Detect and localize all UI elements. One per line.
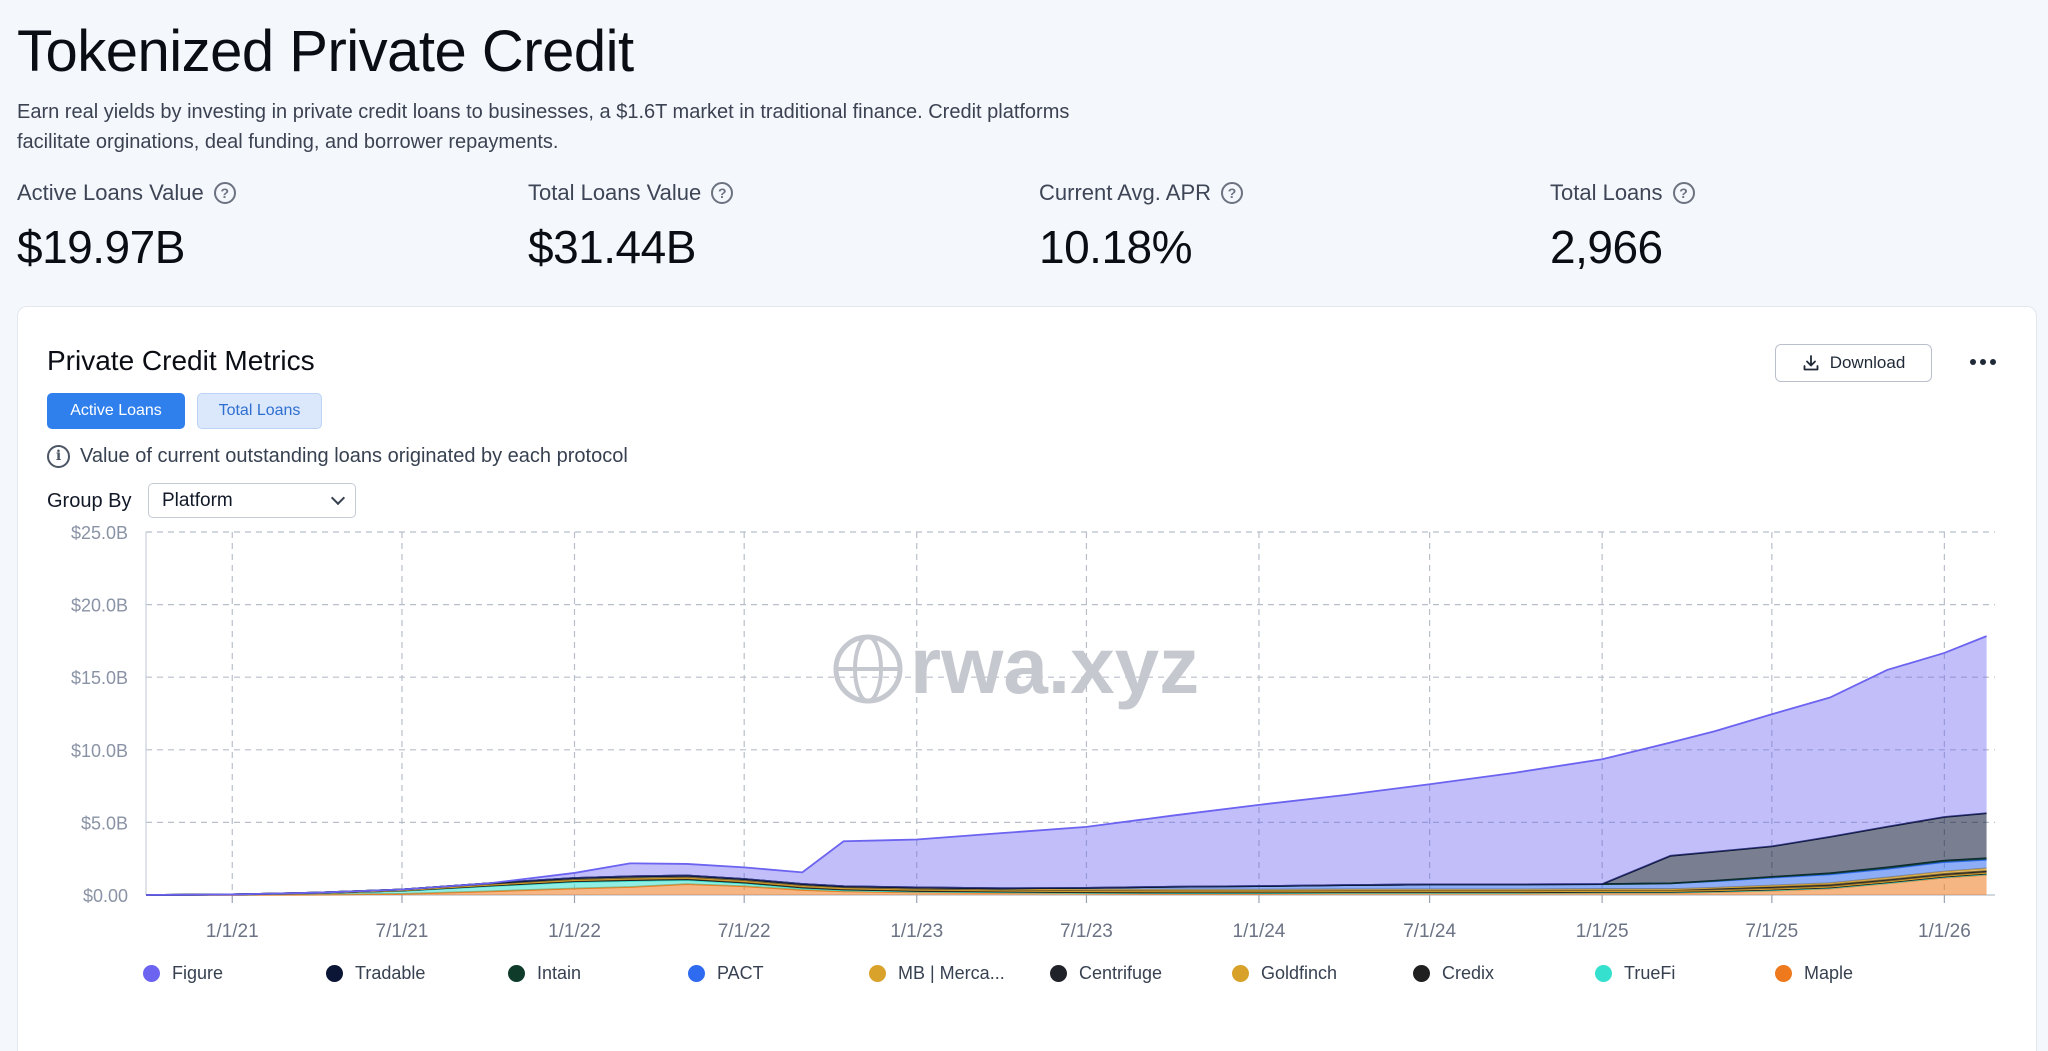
legend-label: Tradable <box>355 963 426 983</box>
stat-value: 10.18% <box>1039 221 1193 273</box>
tab-active-loans[interactable]: Active Loans <box>47 393 185 429</box>
legend-item[interactable]: Centrifuge <box>1050 963 1162 984</box>
page-title: Tokenized Private Credit <box>17 19 634 84</box>
card-title: Private Credit Metrics <box>47 345 315 376</box>
private-credit-metrics-card: Private Credit Metrics Download Active L… <box>17 306 2037 1051</box>
series-area-centrifuge <box>146 871 1987 895</box>
info-icon: i <box>47 445 70 468</box>
more-options-icon[interactable] <box>1966 347 2000 377</box>
y-tick-label: $20.0B <box>71 596 128 616</box>
download-button[interactable]: Download <box>1775 344 1932 382</box>
legend-label: Figure <box>172 963 224 983</box>
legend-item[interactable]: Tradable <box>326 963 425 984</box>
legend-item[interactable]: Maple <box>1775 963 1853 984</box>
legend-label: Maple <box>1804 963 1854 983</box>
watermark-text: rwa.xyz <box>910 621 1199 710</box>
legend-dot <box>688 965 705 982</box>
stat-label: Current Avg. APR <box>1039 180 1212 205</box>
legend-label: Intain <box>537 963 582 983</box>
y-tick-label: $5.0B <box>81 813 128 833</box>
x-tick-label: 7/1/22 <box>718 921 771 942</box>
stat-active-loans-value: Active Loans Value? $19.97B <box>17 180 236 274</box>
legend-dot <box>869 965 886 982</box>
x-tick-label: 1/1/26 <box>1918 921 1971 942</box>
legend-dot <box>1413 965 1430 982</box>
stat-value: $19.97B <box>17 221 185 273</box>
help-icon[interactable]: ? <box>1672 182 1695 204</box>
series-line-tradable <box>145 812 1987 896</box>
x-tick-label: 7/1/21 <box>376 921 429 942</box>
x-tick-label: 1/1/25 <box>1576 921 1629 942</box>
chart-info: i Value of current outstanding loans ori… <box>47 445 628 468</box>
stats-row: Active Loans Value? $19.97B Total Loans … <box>17 180 2037 280</box>
series-area-figure <box>146 636 1987 895</box>
legend-item[interactable]: PACT <box>688 963 764 984</box>
help-icon[interactable]: ? <box>711 182 734 204</box>
group-by-value: Platform <box>162 489 233 511</box>
stat-value: $31.44B <box>528 221 696 273</box>
legend-item[interactable]: Goldfinch <box>1232 963 1337 984</box>
legend-label: PACT <box>717 963 764 983</box>
download-label: Download <box>1829 353 1906 372</box>
stat-total-loans: Total Loans? 2,966 <box>1550 180 1695 274</box>
stat-label: Active Loans Value <box>17 180 204 205</box>
series-line-figure <box>145 635 1987 896</box>
legend-dot <box>1232 965 1249 982</box>
series-area-maple <box>146 874 1987 895</box>
legend-label: Credix <box>1442 963 1495 983</box>
stat-label: Total Loans <box>1550 180 1663 205</box>
info-text: Value of current outstanding loans origi… <box>80 445 628 467</box>
legend-item[interactable]: Figure <box>143 963 223 984</box>
series-area-pact <box>146 859 1987 895</box>
stat-current-avg-apr: Current Avg. APR? 10.18% <box>1039 180 1244 274</box>
chart: $0.00 $5.0B $10.0B $15.0B $20.0B $25.0B 1/1/21… <box>71 523 1995 942</box>
group-by-select[interactable]: Platform <box>148 483 356 518</box>
x-tick-label: 1/1/21 <box>206 921 259 942</box>
x-tick-label: 7/1/25 <box>1745 921 1798 942</box>
y-tick-label: $10.0B <box>71 741 128 761</box>
legend-item[interactable]: TrueFi <box>1595 963 1675 984</box>
legend-label: TrueFi <box>1624 963 1676 983</box>
legend-item[interactable]: Credix <box>1413 963 1494 984</box>
help-icon[interactable]: ? <box>1221 182 1244 204</box>
legend-dot <box>1595 965 1612 982</box>
x-tick-label: 1/1/23 <box>890 921 943 942</box>
legend-label: Goldfinch <box>1261 963 1338 983</box>
legend-label: Centrifuge <box>1079 963 1163 983</box>
y-tick-label: $25.0B <box>71 523 128 543</box>
page-description: Earn real yields by investing in private… <box>17 101 1070 153</box>
legend-dot <box>326 965 343 982</box>
y-tick-label: $15.0B <box>71 668 128 688</box>
stat-value: 2,966 <box>1550 221 1663 273</box>
x-tick-label: 7/1/24 <box>1403 921 1456 942</box>
x-tick-label: 1/1/22 <box>548 921 601 942</box>
legend-label: MB | Merca... <box>898 963 1005 983</box>
tab-total-loans[interactable]: Total Loans <box>197 393 322 429</box>
legend-dot <box>1775 965 1792 982</box>
legend-dot <box>508 965 525 982</box>
chart-legend: Figure Tradable Intain PACT MB | Merca... Cen… <box>18 963 2038 993</box>
legend-dot <box>1050 965 1067 982</box>
stat-total-loans-value: Total Loans Value? $31.44B <box>528 180 734 274</box>
download-icon <box>1803 355 1819 371</box>
group-by-label: Group By <box>47 490 132 512</box>
legend-item[interactable]: Intain <box>508 963 581 984</box>
x-tick-label: 7/1/23 <box>1060 921 1113 942</box>
help-icon[interactable]: ? <box>213 182 236 204</box>
y-tick-label: $0.00 <box>83 886 128 906</box>
x-tick-label: 1/1/24 <box>1233 921 1286 942</box>
legend-item[interactable]: MB | Merca... <box>869 963 1005 984</box>
stat-label: Total Loans Value <box>528 180 702 205</box>
legend-dot <box>143 965 160 982</box>
